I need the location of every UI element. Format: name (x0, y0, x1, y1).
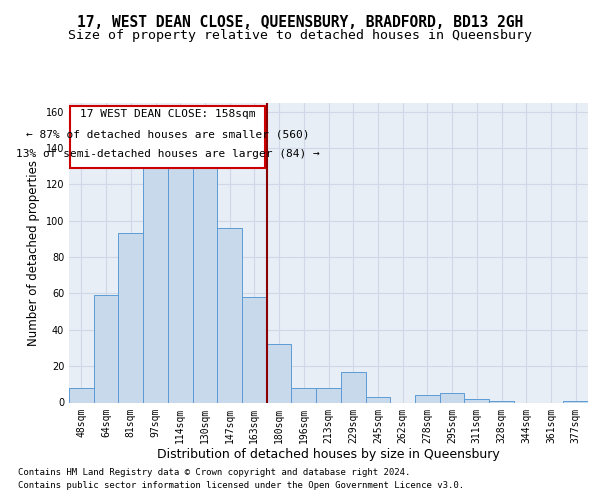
Text: Contains public sector information licensed under the Open Government Licence v3: Contains public sector information licen… (18, 482, 464, 490)
Text: 13% of semi-detached houses are larger (84) →: 13% of semi-detached houses are larger (… (16, 150, 320, 160)
Text: ← 87% of detached houses are smaller (560): ← 87% of detached houses are smaller (56… (26, 130, 310, 140)
Bar (70, 106, 265, 168)
Bar (365, 397, 390, 402)
Bar (464, 399, 489, 402)
Bar (143, 166, 168, 402)
Bar (193, 160, 217, 402)
X-axis label: Distribution of detached houses by size in Queensbury: Distribution of detached houses by size … (157, 448, 500, 461)
Bar (69, 388, 94, 402)
Bar (168, 166, 193, 402)
Text: 17, WEST DEAN CLOSE, QUEENSBURY, BRADFORD, BD13 2GH: 17, WEST DEAN CLOSE, QUEENSBURY, BRADFOR… (77, 15, 523, 30)
Bar (489, 400, 514, 402)
Text: Contains HM Land Registry data © Crown copyright and database right 2024.: Contains HM Land Registry data © Crown c… (18, 468, 410, 477)
Bar (563, 400, 588, 402)
Y-axis label: Number of detached properties: Number of detached properties (27, 160, 40, 346)
Bar (415, 395, 440, 402)
Text: Size of property relative to detached houses in Queensbury: Size of property relative to detached ho… (68, 30, 532, 43)
Text: 17 WEST DEAN CLOSE: 158sqm: 17 WEST DEAN CLOSE: 158sqm (80, 110, 256, 120)
Bar (292, 388, 316, 402)
Bar (242, 297, 267, 403)
Bar (440, 394, 464, 402)
Bar (217, 228, 242, 402)
Bar (267, 344, 292, 403)
Bar (94, 295, 118, 403)
Bar (341, 372, 365, 402)
Bar (316, 388, 341, 402)
Bar (118, 234, 143, 402)
